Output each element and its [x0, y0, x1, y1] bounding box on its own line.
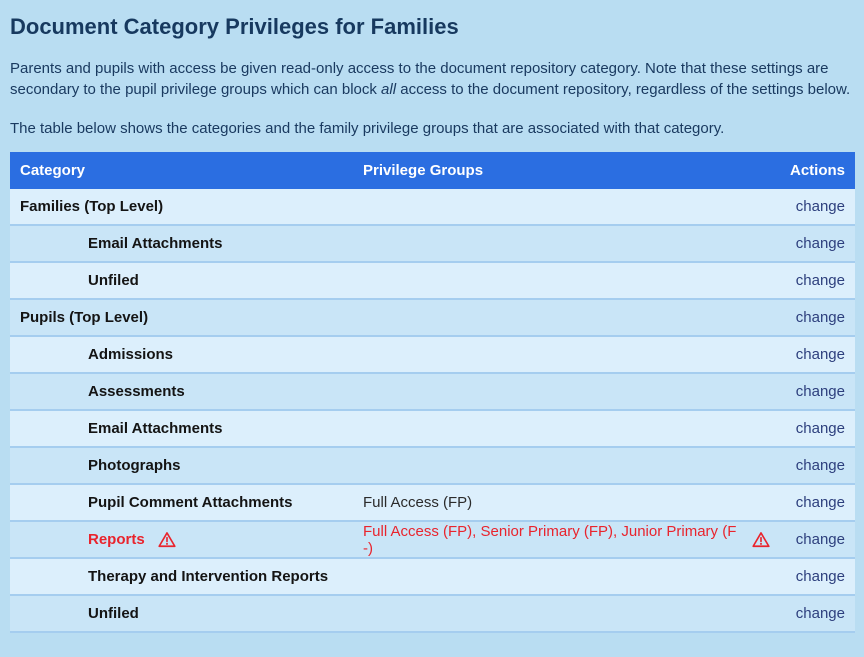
table-row: Email Attachments change — [10, 411, 855, 448]
category-name: Assessments — [88, 383, 185, 400]
change-link[interactable]: change — [795, 309, 845, 326]
intro-text-2: access to the document repository, regar… — [396, 81, 851, 98]
intro-text-1: Parents and pupils with access be given … — [10, 60, 829, 98]
category-name: Photographs — [88, 457, 181, 474]
privilege-groups-value: Full Access (FP), Senior Primary (FP), J… — [363, 522, 737, 557]
category-name: Email Attachments — [88, 235, 223, 252]
category-name: Pupils (Top Level) — [20, 309, 149, 326]
category-name: Email Attachments — [88, 420, 223, 437]
header-category: Category — [20, 162, 86, 179]
category-name: Reports — [88, 531, 145, 548]
table-row: Unfiled change — [10, 263, 855, 300]
table-row: Pupil Comment Attachments Full Access (F… — [10, 485, 855, 522]
table-row: Families (Top Level) change — [10, 189, 855, 226]
privileges-table: Category Privilege Groups Actions Famili… — [10, 152, 855, 633]
warning-triangle-icon — [752, 531, 770, 548]
change-link[interactable]: change — [795, 605, 845, 622]
privilege-groups-value: Full Access (FP) — [363, 494, 473, 511]
category-name: Admissions — [88, 346, 174, 363]
intro-paragraph: Parents and pupils with access be given … — [10, 58, 854, 100]
change-link[interactable]: change — [795, 420, 845, 437]
header-actions: Actions — [789, 162, 845, 179]
change-link[interactable]: change — [795, 272, 845, 289]
page: Document Category Privileges for Familie… — [10, 14, 855, 633]
table-caption: The table below shows the categories and… — [10, 120, 725, 137]
change-link[interactable]: change — [795, 346, 845, 363]
change-link[interactable]: change — [795, 198, 845, 215]
table-row: Reports Full Access (FP), Senior Primary… — [10, 522, 855, 559]
category-name: Unfiled — [88, 272, 139, 289]
change-link[interactable]: change — [795, 457, 845, 474]
table-row: Photographs change — [10, 448, 855, 485]
table-header-row: Category Privilege Groups Actions — [10, 152, 855, 189]
change-link[interactable]: change — [795, 383, 845, 400]
category-name: Pupil Comment Attachments — [88, 494, 293, 511]
header-privilege-groups: Privilege Groups — [363, 162, 484, 179]
table-row: Email Attachments change — [10, 226, 855, 263]
table-row: Pupils (Top Level) change — [10, 300, 855, 337]
page-title: Document Category Privileges for Familie… — [10, 14, 459, 39]
table-row: Therapy and Intervention Reports chan — [10, 559, 855, 596]
change-link[interactable]: change — [795, 235, 845, 252]
table-body: Families (Top Level) change — [10, 189, 855, 633]
change-link[interactable]: change — [795, 531, 845, 548]
change-link[interactable]: change — [795, 494, 845, 511]
category-name: Families (Top Level) — [20, 198, 164, 215]
table-row: Assessments change — [10, 374, 855, 411]
table-row: Admissions change — [10, 337, 855, 374]
category-name: Unfiled — [88, 605, 139, 622]
category-name: Therapy and Intervention Reports — [88, 568, 329, 585]
change-link[interactable]: change — [795, 568, 845, 585]
table-row: Unfiled change — [10, 596, 855, 633]
warning-triangle-icon — [158, 531, 176, 548]
intro-text-italic: all — [381, 81, 397, 98]
